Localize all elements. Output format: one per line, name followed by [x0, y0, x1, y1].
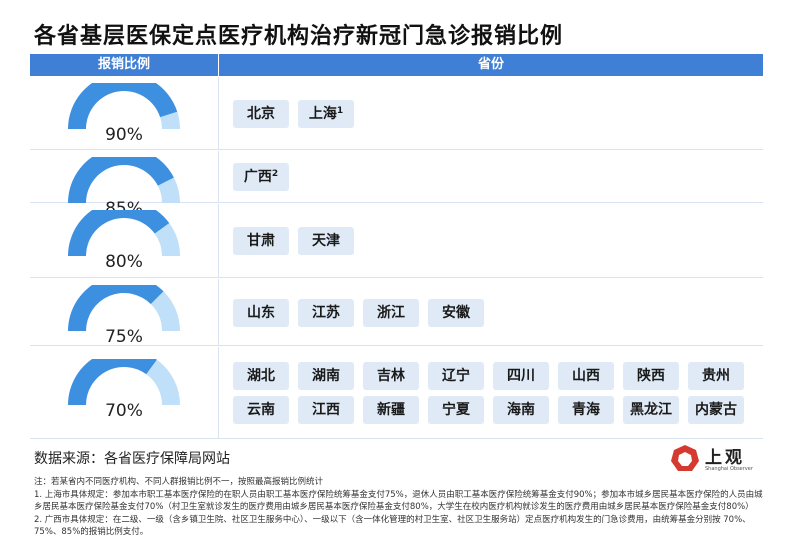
province-tag: 青海 — [558, 396, 614, 424]
shanghai-observer-logo-icon — [671, 445, 699, 471]
logo-subtitle: Shanghai Observer — [705, 466, 753, 472]
province-name: 浙江 — [377, 304, 405, 321]
gauge-fill — [68, 83, 178, 129]
page-title: 各省基层医保定点医疗机构治疗新冠门急诊报销比例 — [34, 24, 564, 49]
column-divider — [218, 151, 219, 202]
province-tag: 内蒙古 — [688, 396, 744, 424]
ratio-table: 报销比例 省份 90% 北京 上海1 85% 广西2 80% 甘肃 天津 75% 山东 江苏 浙江 安徽… — [30, 54, 763, 439]
footnote-marker: 2 — [271, 169, 279, 179]
province-tag: 辽宁 — [428, 362, 484, 390]
ratio-gauge — [68, 157, 180, 203]
province-name: 海南 — [507, 402, 535, 418]
table-row: 90% 北京 上海1 — [30, 77, 763, 150]
province-tag: 新疆 — [363, 396, 419, 424]
province-name: 内蒙古 — [695, 402, 737, 418]
province-name: 青海 — [572, 402, 600, 418]
province-name: 吉林 — [377, 368, 405, 384]
province-tag: 江苏 — [298, 298, 354, 327]
province-tag: 山西 — [558, 362, 614, 390]
province-tag: 湖北 — [233, 362, 289, 390]
table-row: 80% 甘肃 天津 — [30, 204, 763, 278]
ratio-gauge — [68, 359, 180, 405]
province-tag: 黑龙江 — [623, 396, 679, 424]
table-row: 75% 山东 江苏 浙江 安徽 — [30, 279, 763, 347]
province-name: 辽宁 — [442, 368, 470, 384]
province-tag: 浙江 — [363, 298, 419, 327]
province-name: 江西 — [312, 402, 340, 418]
table-row: 85% 广西2 — [30, 151, 763, 219]
data-source: 数据来源：各省医疗保障局网站 — [34, 451, 230, 467]
column-divider — [218, 77, 219, 149]
ratio-gauge — [68, 210, 180, 256]
province-tag: 广西2 — [233, 163, 289, 191]
ratio-label: 80% — [105, 252, 143, 272]
province-tag: 江西 — [298, 396, 354, 424]
province-name: 湖北 — [247, 368, 275, 384]
gauge-remainder — [154, 223, 180, 256]
gauge-fill — [68, 359, 157, 405]
province-tag: 北京 — [233, 99, 289, 128]
province-tag: 云南 — [233, 396, 289, 424]
province-name: 山西 — [572, 368, 600, 384]
header-province: 省份 — [477, 57, 504, 72]
gauge-fill — [68, 210, 170, 256]
province-name: 黑龙江 — [630, 402, 672, 418]
province-name: 安徽 — [442, 304, 470, 321]
ratio-gauge — [68, 83, 180, 129]
province-tag: 陕西 — [623, 362, 679, 390]
gauge-fill — [68, 285, 164, 331]
province-name: 山东 — [247, 304, 275, 321]
table-row: 70% 湖北 湖南 吉林 辽宁 四川 山西 陕西 贵州云南 江西 新疆 宁夏 海南 青海 黑龙江 内蒙古 — [30, 347, 763, 439]
column-divider — [218, 279, 219, 345]
province-name: 云南 — [247, 402, 275, 418]
column-divider — [218, 204, 219, 277]
logo-text: 上观 — [705, 448, 745, 468]
province-name: 湖南 — [312, 368, 340, 384]
province-name: 甘肃 — [247, 233, 275, 249]
province-tag: 贵州 — [688, 362, 744, 390]
gauge-remainder — [146, 359, 180, 405]
header-ratio: 报销比例 — [97, 57, 150, 72]
footnote-marker: 1 — [336, 105, 344, 116]
province-name: 贵州 — [702, 368, 730, 384]
province-tag: 甘肃 — [233, 227, 289, 255]
province-tag: 湖南 — [298, 362, 354, 390]
table-header: 报销比例 省份 — [30, 54, 763, 76]
province-tag: 宁夏 — [428, 396, 484, 424]
province-name: 上海 — [308, 105, 337, 122]
footnote-guangxi: 2. 广西市具体规定：在二级、一级（含乡镇卫生院、社区卫生服务中心）、一级以下（… — [34, 514, 751, 538]
footnote-shanghai: 1. 上海市具体规定：参加本市职工基本医疗保险的在职人员由职工基本医疗保险统筹基… — [34, 489, 763, 513]
province-name: 宁夏 — [442, 402, 470, 418]
province-tag: 四川 — [493, 362, 549, 390]
province-name: 北京 — [247, 105, 275, 122]
gauge-remainder — [160, 111, 180, 129]
province-name: 新疆 — [377, 402, 405, 418]
header-divider — [218, 54, 219, 76]
province-tag: 上海1 — [298, 99, 354, 128]
ratio-label: 75% — [105, 327, 143, 347]
province-name: 天津 — [312, 233, 340, 249]
column-divider — [218, 347, 219, 438]
gauge-fill — [68, 157, 174, 203]
gauge-remainder — [150, 291, 180, 331]
ratio-label: 90% — [105, 125, 143, 145]
province-name: 江苏 — [312, 304, 340, 321]
province-tag: 海南 — [493, 396, 549, 424]
ratio-label: 70% — [105, 401, 143, 421]
footnotes: 注：若某省内不同医疗机构、不同人群报销比例不一，按照最高报销比例统计 1. 上海… — [34, 476, 770, 539]
province-tag: 吉林 — [363, 362, 419, 390]
province-tag: 安徽 — [428, 298, 484, 327]
gauge-remainder — [157, 177, 180, 203]
province-tag: 山东 — [233, 298, 289, 327]
province-tag: 天津 — [298, 227, 354, 255]
province-name: 广西 — [243, 169, 272, 185]
province-name: 四川 — [507, 368, 535, 384]
province-name: 陕西 — [637, 368, 665, 384]
ratio-gauge — [68, 285, 180, 331]
footnote-general: 注：若某省内不同医疗机构、不同人群报销比例不一，按照最高报销比例统计 — [34, 477, 324, 487]
